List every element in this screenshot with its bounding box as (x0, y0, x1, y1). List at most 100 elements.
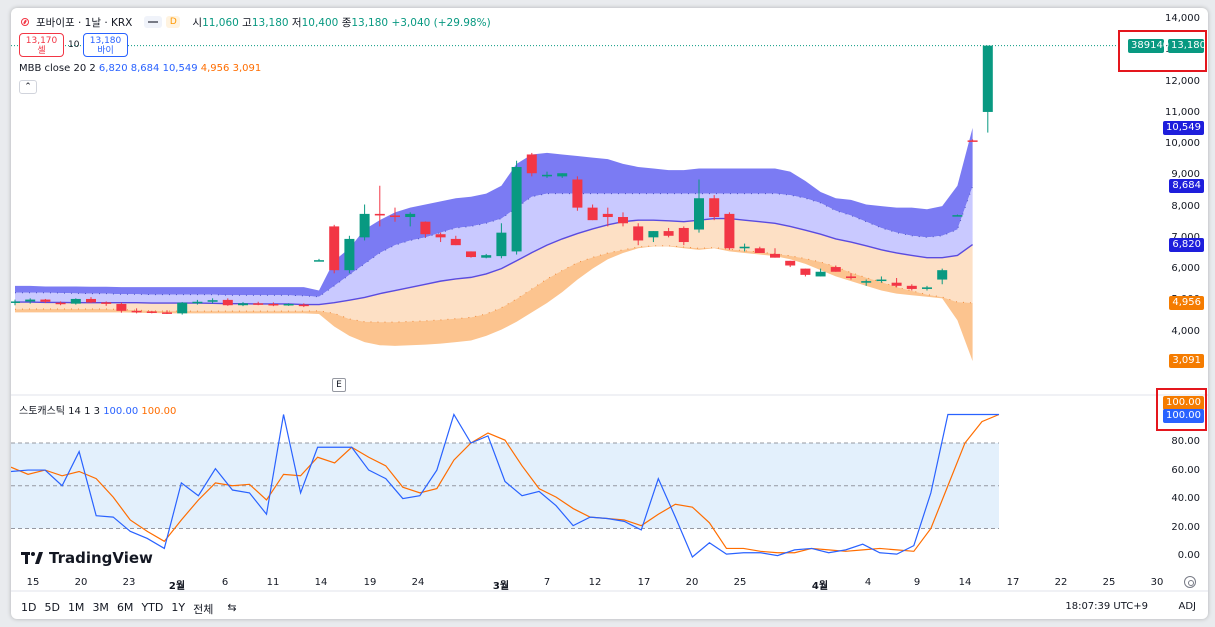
candle-body (86, 298, 96, 303)
candle-body (390, 215, 400, 218)
gear-icon[interactable] (1184, 576, 1196, 588)
timeframe-YTD[interactable]: YTD (141, 601, 164, 614)
upper-band-tag[interactable]: 10,549 (1163, 120, 1204, 135)
candle-body (906, 285, 917, 289)
candle-body (192, 301, 203, 304)
buy-button[interactable]: 13,180 바이 (83, 33, 128, 57)
candle-body (542, 174, 552, 177)
price-chart[interactable] (11, 8, 1208, 619)
earnings-event-marker[interactable]: E (332, 378, 346, 392)
timeframe-bar: 1D 5D 1M 3M 6M YTD 1Y 전체 ⇆ (21, 601, 237, 617)
date-range-icon[interactable]: ⇆ (227, 601, 237, 614)
mid-band-tag[interactable]: 8,684 (1169, 179, 1204, 194)
time-axis-label: 3월 (492, 581, 510, 592)
volume-tag[interactable]: 389140 (1128, 38, 1169, 53)
time-axis-label: 17 (1006, 577, 1020, 588)
last-price-tag[interactable]: 13,180 (1168, 38, 1206, 53)
collapse-legend-button[interactable]: ⌃ (19, 80, 37, 94)
candle-body (830, 267, 841, 272)
time-axis-label: 24 (411, 577, 425, 588)
clock[interactable]: 18:07:39 UTC+9 (1065, 601, 1148, 612)
candle-body (55, 302, 66, 305)
candle-body (481, 255, 492, 258)
time-axis-label: 25 (1102, 577, 1116, 588)
time-axis-label: 15 (26, 577, 40, 588)
candle-body (359, 213, 370, 238)
candle-body (435, 234, 446, 238)
highlight-box-price (1118, 30, 1207, 72)
basis-band-tag[interactable]: 6,820 (1169, 237, 1204, 252)
time-axis-label: 9 (913, 577, 921, 588)
lower2-band-tag[interactable]: 3,091 (1169, 354, 1204, 369)
time-axis-label: 20 (74, 577, 88, 588)
candle-body (511, 166, 522, 252)
timeframe-전체[interactable]: 전체 (193, 603, 214, 616)
candle-body (374, 213, 385, 216)
candle-body (663, 231, 674, 236)
timeframe-1D[interactable]: 1D (21, 601, 37, 614)
candle-body (405, 213, 416, 218)
order-quantity[interactable]: 10 (68, 40, 80, 50)
lower-band-tag[interactable]: 4,956 (1169, 295, 1204, 310)
stochastic-legend[interactable]: 스토캐스틱 14 1 3 100.00 100.00 (19, 406, 177, 417)
sell-button[interactable]: 13,170 셀 (19, 33, 64, 57)
symbol-icon (21, 18, 29, 26)
candle-body (11, 301, 20, 303)
time-axis-label: 14 (314, 577, 328, 588)
candle-body (633, 226, 644, 241)
candle-body (557, 173, 568, 177)
candle-body (785, 260, 796, 266)
timeframe-5D[interactable]: 5D (44, 601, 60, 614)
time-axis-label: 20 (685, 577, 699, 588)
bollinger-basis-line (15, 217, 974, 306)
candle-body (238, 303, 248, 306)
candle-body (952, 215, 963, 217)
highlight-box-stochastic (1156, 388, 1207, 431)
price-tick-label: 9,000 (1171, 169, 1200, 181)
candle-body (602, 213, 613, 218)
delayed-badge[interactable]: D (166, 16, 181, 28)
candle-body (298, 304, 309, 307)
adjust-toggle[interactable]: ADJ (1178, 601, 1197, 612)
time-axis-label: 12 (588, 577, 602, 588)
candle-body (283, 303, 294, 306)
bollinger-legend[interactable]: MBB close 20 2 6,820 8,684 10,549 4,956 … (19, 63, 262, 74)
candle-body (754, 248, 765, 253)
candle-body (572, 179, 583, 208)
candle-body (694, 198, 704, 230)
price-tick-label: 14,000 (1165, 13, 1200, 24)
stoch-tick-label: 60.00 (1171, 464, 1200, 476)
candle-body (526, 154, 537, 174)
candle-body (709, 198, 720, 218)
price-tick-label: 6,000 (1171, 263, 1200, 275)
time-axis-label: 25 (733, 577, 747, 588)
timeframe-3M[interactable]: 3M (92, 601, 109, 614)
stoch-k-tag[interactable]: 100.00 (1163, 409, 1204, 423)
candle-body (724, 213, 735, 249)
market-status-icon[interactable] (144, 16, 163, 28)
symbol-title[interactable]: 포바이포 · 1날 · KRX (36, 16, 133, 29)
stoch-tick-label: 20.00 (1171, 521, 1200, 533)
candle-body (146, 311, 157, 313)
chart-window: 포바이포 · 1날 · KRX D 시11,060 고13,180 저10,40… (11, 8, 1208, 619)
time-axis-label: 7 (543, 577, 551, 588)
candle-body (329, 226, 340, 271)
timeframe-1M[interactable]: 1M (67, 601, 85, 614)
stoch-tick-label: 40.00 (1171, 493, 1200, 504)
candle-body (25, 299, 36, 302)
stoch-k-line (11, 413, 999, 558)
time-axis-label: 4월 (811, 581, 829, 592)
time-axis-label: 2월 (168, 581, 186, 592)
candle-body (618, 217, 628, 224)
tradingview-logo[interactable]: TradingView (21, 549, 153, 567)
time-axis-label: 17 (637, 577, 651, 588)
price-tick-label: 11,000 (1165, 106, 1200, 118)
timeframe-6M[interactable]: 6M (116, 601, 134, 614)
candle-body (222, 299, 233, 306)
candle-body (770, 253, 780, 258)
candle-body (101, 302, 112, 304)
candle-body (207, 300, 218, 302)
timeframe-1Y[interactable]: 1Y (171, 601, 186, 614)
stoch-d-tag[interactable]: 100.00 (1163, 396, 1204, 410)
bollinger-upper-fill (15, 127, 973, 297)
